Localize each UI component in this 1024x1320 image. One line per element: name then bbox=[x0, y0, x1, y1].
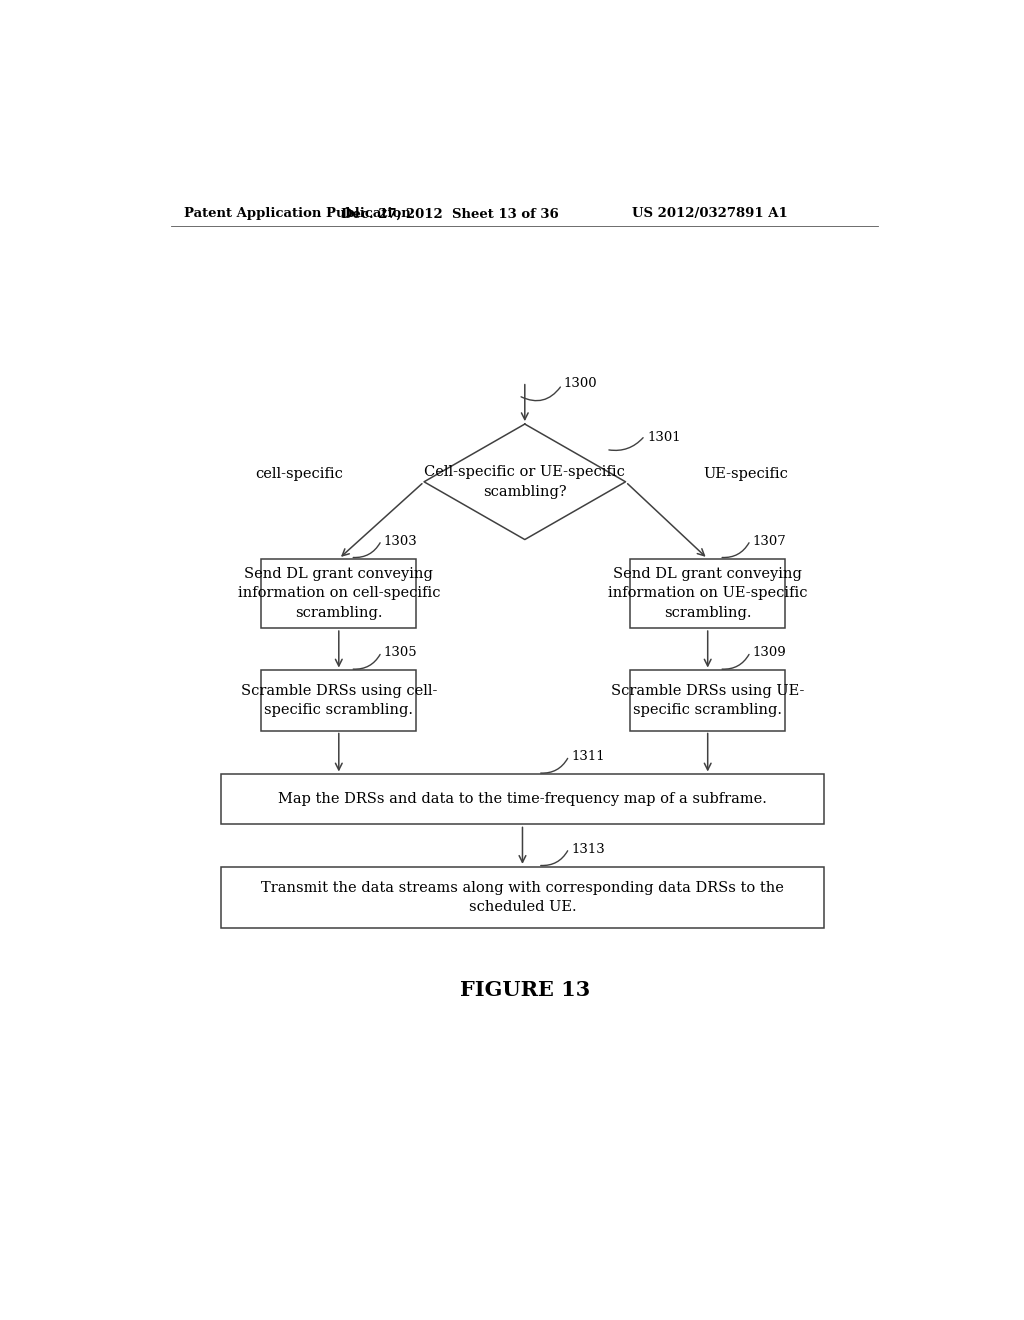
Bar bbox=[221, 775, 824, 825]
Bar bbox=[261, 558, 417, 628]
Text: Send DL grant conveying
information on UE-specific
scrambling.: Send DL grant conveying information on U… bbox=[608, 568, 808, 620]
Text: 1303: 1303 bbox=[384, 535, 418, 548]
Text: 1301: 1301 bbox=[647, 430, 681, 444]
Text: UE-specific: UE-specific bbox=[703, 467, 788, 480]
Text: 1311: 1311 bbox=[571, 750, 605, 763]
Text: 1309: 1309 bbox=[753, 647, 786, 659]
Text: Scramble DRSs using UE-
specific scrambling.: Scramble DRSs using UE- specific scrambl… bbox=[611, 684, 805, 717]
Text: cell-specific: cell-specific bbox=[255, 467, 343, 480]
Text: Send DL grant conveying
information on cell-specific
scrambling.: Send DL grant conveying information on c… bbox=[238, 568, 440, 620]
Text: Map the DRSs and data to the time-frequency map of a subframe.: Map the DRSs and data to the time-freque… bbox=[279, 792, 767, 807]
Text: Patent Application Publication: Patent Application Publication bbox=[183, 207, 411, 220]
Text: Dec. 27, 2012  Sheet 13 of 36: Dec. 27, 2012 Sheet 13 of 36 bbox=[341, 207, 558, 220]
Text: 1305: 1305 bbox=[384, 647, 418, 659]
Text: 1313: 1313 bbox=[571, 842, 605, 855]
Text: 1300: 1300 bbox=[563, 376, 597, 389]
Text: Transmit the data streams along with corresponding data DRSs to the
scheduled UE: Transmit the data streams along with cor… bbox=[261, 880, 784, 915]
Text: FIGURE 13: FIGURE 13 bbox=[460, 979, 590, 1001]
Text: Cell-specific or UE-specific
scambling?: Cell-specific or UE-specific scambling? bbox=[424, 465, 626, 499]
Text: Scramble DRSs using cell-
specific scrambling.: Scramble DRSs using cell- specific scram… bbox=[241, 684, 437, 717]
Bar bbox=[221, 867, 824, 928]
Bar bbox=[630, 671, 785, 730]
Bar bbox=[630, 558, 785, 628]
Bar bbox=[261, 671, 417, 730]
Text: 1307: 1307 bbox=[753, 535, 786, 548]
Text: US 2012/0327891 A1: US 2012/0327891 A1 bbox=[632, 207, 787, 220]
